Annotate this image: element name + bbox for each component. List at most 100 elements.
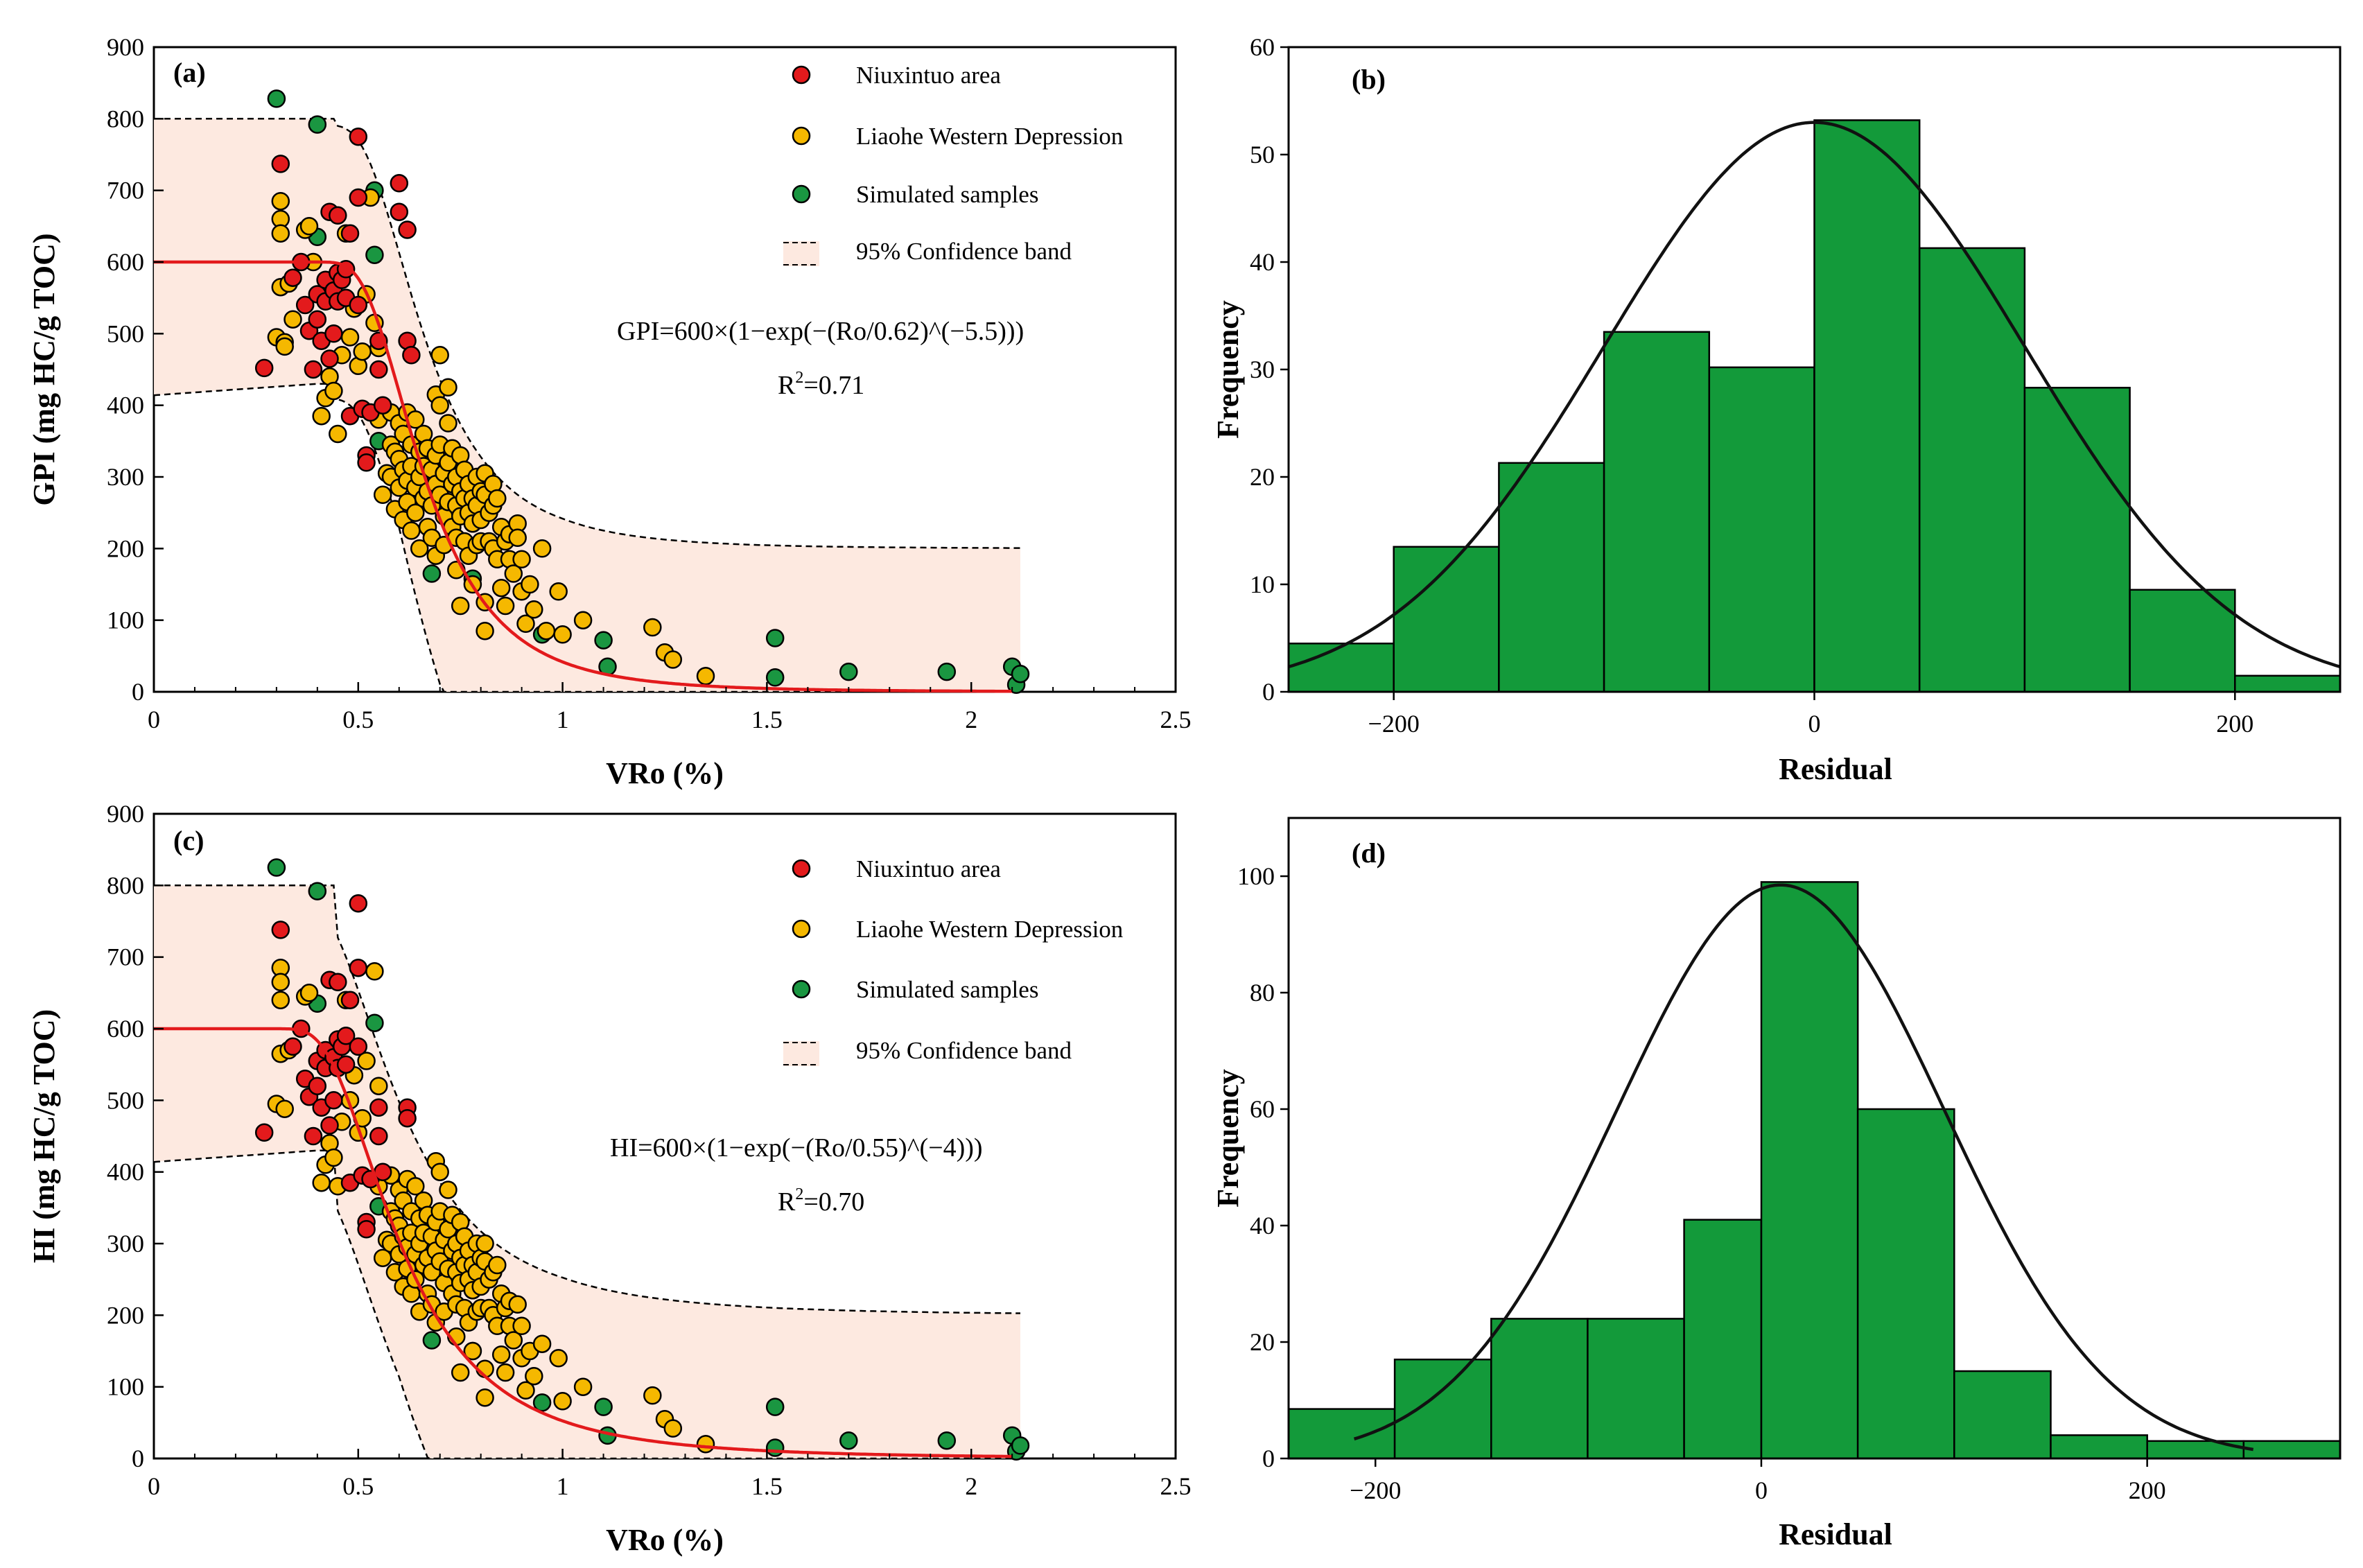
r2-prefix: R (778, 1187, 796, 1217)
legend-label-liaohe: Liaohe Western Depression (856, 123, 1123, 150)
y-tick-label: 300 (107, 1230, 144, 1257)
data-point (369, 1098, 388, 1117)
panel-a-fit-curve (154, 260, 1013, 693)
y-tick-label: 600 (107, 1015, 144, 1043)
data-point (496, 1363, 515, 1382)
data-point (365, 962, 384, 981)
data-point (390, 202, 409, 221)
r2-superscript: 2 (795, 369, 803, 387)
data-point (532, 539, 552, 558)
data-point (275, 1099, 294, 1118)
y-tick-label: 60 (1250, 33, 1275, 61)
data-point (463, 1341, 482, 1361)
r2-prefix: R (778, 371, 796, 400)
panel-d-y-axis-label: Frequency (1211, 1069, 1245, 1208)
histogram-bar (1498, 462, 1605, 693)
data-point (324, 381, 343, 401)
y-tick-label: 0 (1262, 1445, 1275, 1472)
data-point (329, 973, 347, 992)
y-tick-label: 60 (1250, 1095, 1275, 1123)
panel-c-fit-curve (154, 1027, 1013, 1458)
panel-c-y-axis-label: HI (mg HC/g TOC) (27, 1009, 61, 1263)
panel-a-x-axis-label: VRo (%) (606, 756, 724, 790)
histogram-bar (1856, 1108, 1955, 1460)
legend-label-simulated: Simulated samples (856, 976, 1038, 1003)
panel-a-y-axis-label: GPI (mg HC/g TOC) (27, 233, 61, 505)
data-point (353, 342, 372, 361)
data-point (496, 596, 515, 616)
r2-value: =0.71 (803, 371, 864, 400)
data-point (271, 155, 290, 173)
histogram-bar (1953, 1370, 2052, 1460)
data-point (284, 268, 302, 287)
data-point (643, 618, 662, 637)
histogram-bar (2242, 1440, 2342, 1460)
data-point (271, 921, 290, 939)
panel-d-frame (1287, 817, 2342, 1460)
panel-b-normal-curve (1288, 121, 2341, 669)
y-tick-label: 50 (1250, 141, 1275, 168)
data-point (532, 1393, 552, 1412)
panel-d-bars (1287, 881, 2342, 1460)
data-point (516, 1381, 535, 1400)
x-tick-label: 1 (557, 1472, 569, 1500)
data-point (254, 358, 274, 378)
y-tick-label: 200 (107, 1301, 144, 1329)
y-tick-label: 800 (107, 105, 144, 132)
panel-a-equation: GPI=600×(1−exp(−(Ro/0.62)^(−5.5))) (617, 317, 1024, 346)
lower-confidence-line (153, 1149, 1020, 1460)
data-point (324, 1148, 343, 1167)
histogram-bar (2023, 387, 2131, 693)
x-tick-label: 2 (965, 706, 977, 733)
legend-marker-liaohe (792, 919, 811, 939)
histogram-bar (1603, 331, 1711, 693)
panel-b-y-axis-label: Frequency (1211, 300, 1245, 439)
data-point (476, 1234, 494, 1253)
data-point (537, 621, 556, 641)
data-point (439, 378, 457, 397)
fit-curve-line (154, 260, 1013, 693)
x-tick-label: 0.5 (342, 1472, 374, 1500)
panel-d-label: (d) (1352, 837, 1386, 869)
data-point (663, 650, 683, 669)
data-point (349, 188, 368, 207)
histogram-bar (1393, 546, 1500, 693)
data-point (402, 346, 421, 365)
y-tick-label: 40 (1250, 1212, 1275, 1239)
data-point (349, 894, 368, 913)
data-point (267, 89, 286, 108)
data-point (329, 206, 347, 225)
data-point (365, 245, 384, 264)
histogram-bar (1708, 366, 1815, 693)
y-tick-label: 30 (1250, 356, 1275, 383)
data-point (765, 1438, 785, 1457)
panel-b-bars (1287, 119, 2342, 693)
data-point (406, 1177, 425, 1196)
legend-marker-niuxintuo (792, 859, 811, 878)
data-point (349, 127, 368, 146)
data-point (430, 1162, 449, 1181)
data-point (340, 991, 360, 1009)
panel-a-label: (a) (173, 57, 206, 88)
y-tick-label: 80 (1250, 979, 1275, 1007)
data-point (340, 328, 360, 347)
x-tick-label: 0 (1808, 710, 1821, 738)
data-point (390, 174, 409, 193)
data-point (937, 1431, 957, 1450)
data-point (422, 564, 442, 583)
panel-d-x-axis-label: Residual (1779, 1517, 1892, 1551)
x-tick-label: 1.5 (751, 1472, 783, 1500)
data-point (696, 667, 715, 686)
data-point (284, 310, 302, 329)
data-point (312, 406, 331, 426)
data-point (308, 1077, 327, 1095)
legend-label-liaohe: Liaohe Western Depression (856, 916, 1123, 943)
panel-a-gpi-scatter: 0 100 200 300 400 500 600 700 800 900 0 0.5 1 1.5 2 2.5… (27, 33, 1192, 790)
data-point (304, 1126, 323, 1146)
y-tick-label: 700 (107, 943, 144, 971)
r2-value: =0.70 (803, 1187, 864, 1217)
data-point (476, 1388, 494, 1407)
data-point (336, 1055, 356, 1074)
y-tick-label: 100 (107, 607, 144, 634)
data-point (765, 629, 785, 647)
